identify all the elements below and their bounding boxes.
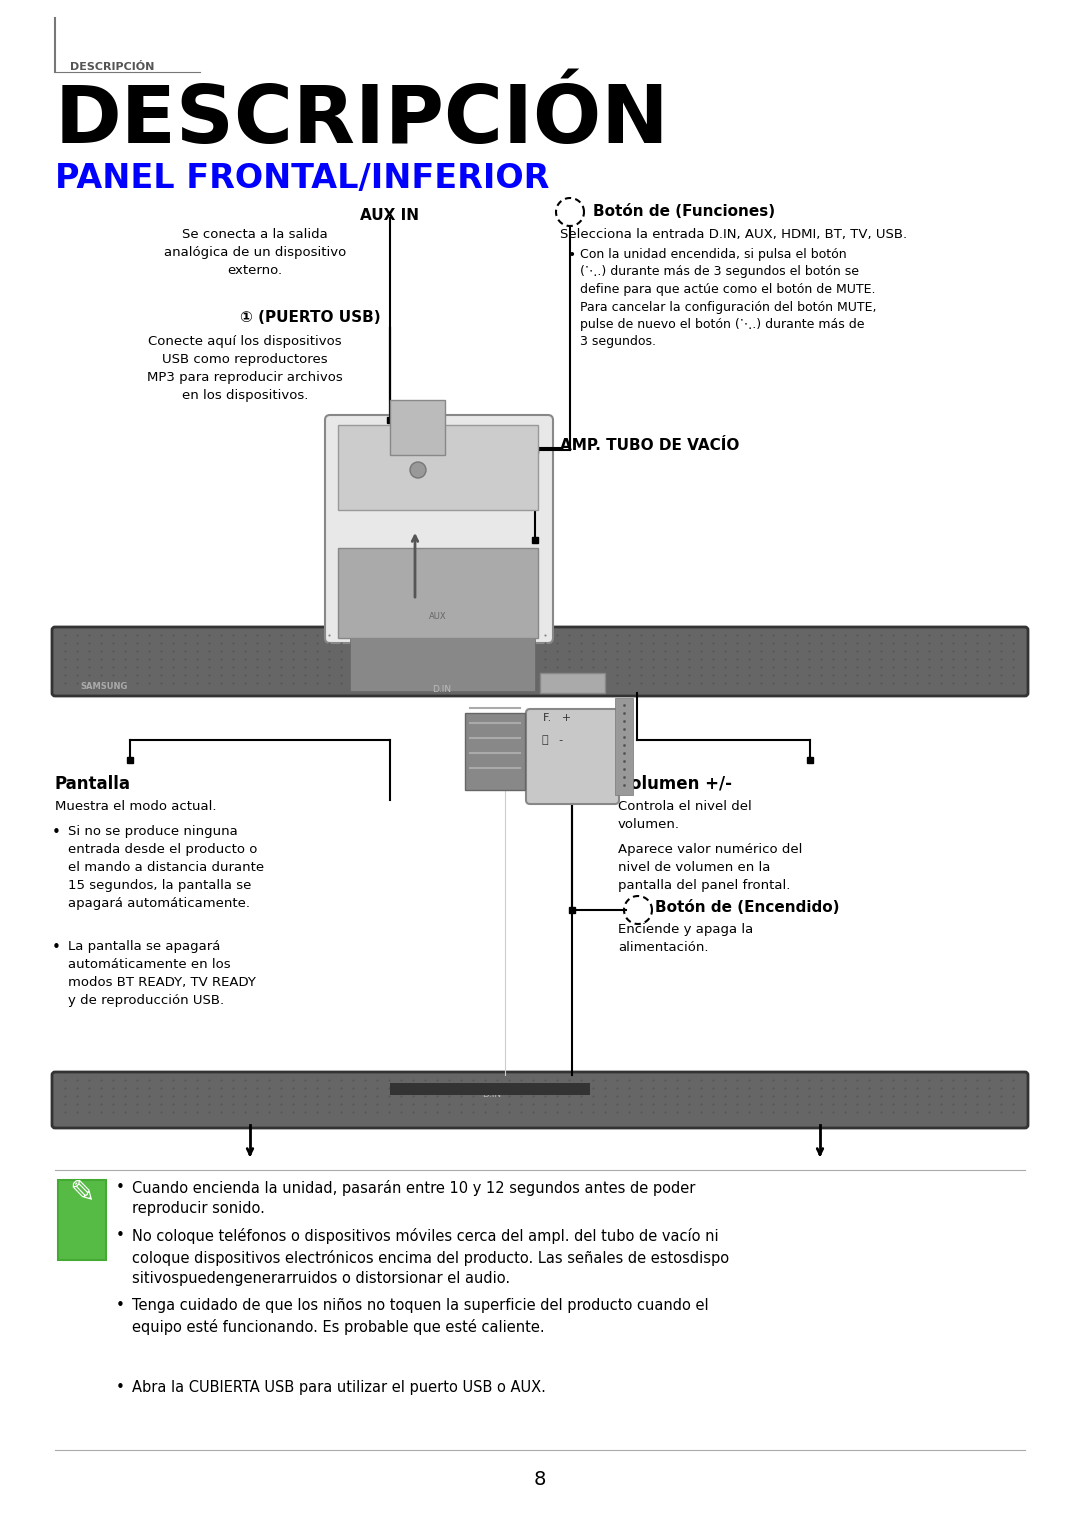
Text: Volumen +/-: Volumen +/- (618, 776, 732, 793)
Text: Pantalla: Pantalla (55, 776, 131, 793)
FancyBboxPatch shape (325, 415, 553, 643)
Text: DESCRIPCIÓN: DESCRIPCIÓN (55, 82, 670, 160)
Text: AMP. TUBO DE VACÍO: AMP. TUBO DE VACÍO (561, 438, 740, 454)
Text: ✎: ✎ (69, 1177, 95, 1206)
Text: •: • (568, 247, 577, 263)
Bar (58, 1180, 106, 1260)
Text: Abra la CUBIERTA USB para utilizar el puerto USB o AUX.: Abra la CUBIERTA USB para utilizar el pu… (132, 1380, 545, 1396)
Bar (390, 400, 445, 455)
Text: •: • (116, 1298, 125, 1313)
Text: Si no se produce ninguna
entrada desde el producto o
el mando a distancia durant: Si no se produce ninguna entrada desde e… (68, 825, 265, 910)
Bar (390, 1083, 590, 1095)
FancyBboxPatch shape (526, 709, 619, 805)
Text: AUX IN: AUX IN (361, 208, 419, 223)
Text: AUX: AUX (429, 612, 447, 621)
Text: Aparece valor numérico del
nivel de volumen en la
pantalla del panel frontal.: Aparece valor numérico del nivel de volu… (618, 843, 802, 892)
FancyBboxPatch shape (52, 628, 1028, 696)
Text: Se conecta a la salida
analógica de un dispositivo
externo.: Se conecta a la salida analógica de un d… (164, 228, 346, 276)
Bar (465, 713, 525, 789)
Text: SAMSUNG: SAMSUNG (80, 683, 127, 692)
Text: Cuando encienda la unidad, pasarán entre 10 y 12 segundos antes de poder
reprodu: Cuando encienda la unidad, pasarán entre… (132, 1180, 696, 1217)
Text: No coloque teléfonos o dispositivos móviles cerca del ampl. del tubo de vacío ni: No coloque teléfonos o dispositivos móvi… (132, 1228, 729, 1286)
Text: 8: 8 (534, 1471, 546, 1489)
Text: Botón de (Encendido): Botón de (Encendido) (654, 899, 839, 915)
Text: •: • (116, 1180, 125, 1196)
Text: D.IN: D.IN (432, 686, 451, 693)
Circle shape (410, 463, 426, 478)
Text: ⏻   -: ⏻ - (542, 734, 564, 745)
Text: Enciende y apaga la
alimentación.: Enciende y apaga la alimentación. (618, 922, 753, 954)
Text: D.IN: D.IN (483, 1090, 501, 1099)
Text: ① (PUERTO USB): ① (PUERTO USB) (240, 310, 380, 325)
Text: Muestra el modo actual.: Muestra el modo actual. (55, 800, 216, 812)
Bar (338, 425, 538, 510)
Text: Selecciona la entrada D.IN, AUX, HDMI, BT, TV, USB.: Selecciona la entrada D.IN, AUX, HDMI, B… (561, 228, 907, 241)
Text: •: • (52, 941, 60, 954)
Text: Con la unidad encendida, si pulsa el botón
(⋱.) durante más de 3 segundos el bot: Con la unidad encendida, si pulsa el bot… (580, 247, 877, 348)
Text: PANEL FRONTAL/INFERIOR: PANEL FRONTAL/INFERIOR (55, 162, 550, 195)
Text: F.   +: F. + (543, 713, 571, 722)
Text: •: • (116, 1380, 125, 1396)
FancyBboxPatch shape (52, 1072, 1028, 1128)
Text: La pantalla se apagará
automáticamente en los
modos BT READY, TV READY
y de repr: La pantalla se apagará automáticamente e… (68, 941, 256, 1006)
Text: Botón de (Funciones): Botón de (Funciones) (593, 205, 775, 218)
Text: Conecte aquí los dispositivos
USB como reproductores
MP3 para reproducir archivo: Conecte aquí los dispositivos USB como r… (147, 334, 342, 402)
Bar (338, 548, 538, 638)
Text: Tenga cuidado de que los niños no toquen la superficie del producto cuando el
eq: Tenga cuidado de que los niños no toquen… (132, 1298, 708, 1335)
Bar (350, 632, 535, 692)
Bar (615, 698, 633, 796)
Bar (540, 673, 605, 693)
Text: •: • (52, 825, 60, 840)
Text: DESCRIPCIÓN: DESCRIPCIÓN (70, 63, 154, 72)
Text: Controla el nivel del
volumen.: Controla el nivel del volumen. (618, 800, 752, 831)
Text: •: • (116, 1228, 125, 1243)
